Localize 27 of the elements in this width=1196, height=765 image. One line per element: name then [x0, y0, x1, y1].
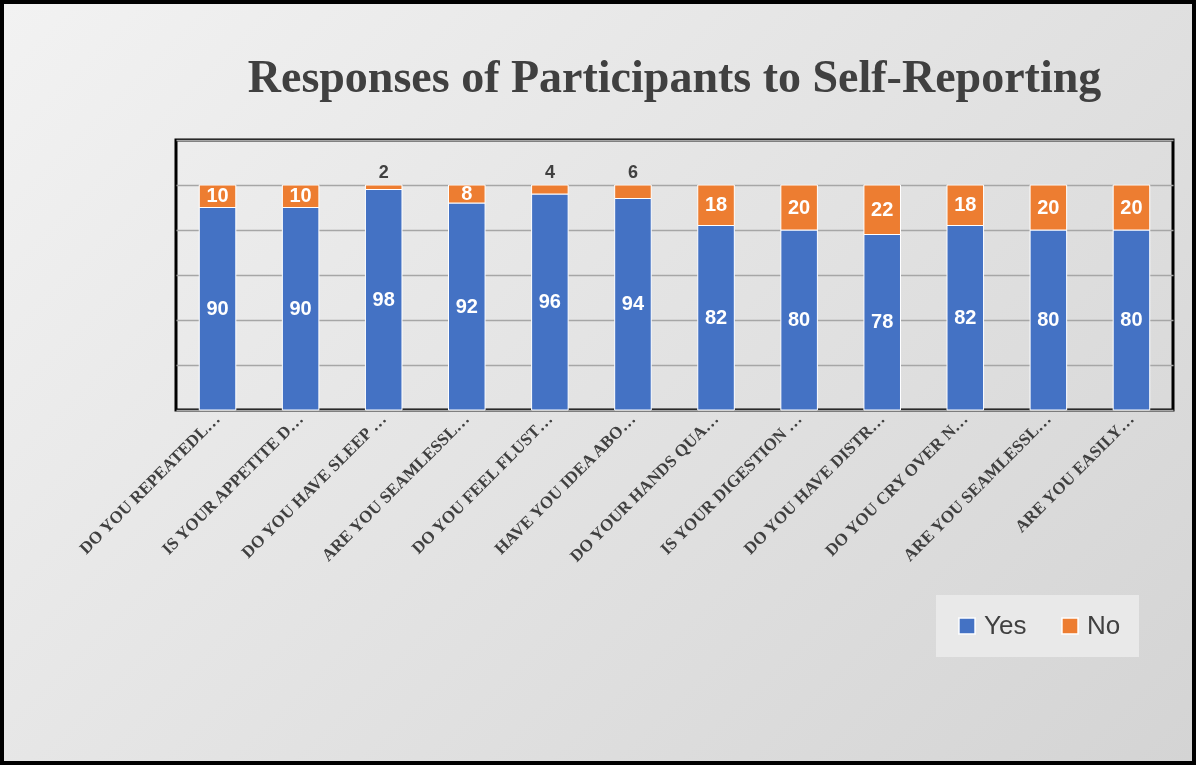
data-label: 2: [378, 162, 389, 182]
legend-label: Yes: [984, 610, 1027, 640]
data-label: 8: [461, 182, 473, 204]
data-label: 4: [544, 162, 555, 182]
data-label: 18: [704, 193, 728, 216]
data-label: 20: [1037, 195, 1060, 218]
data-label: 90: [289, 296, 312, 319]
data-label: 22: [871, 197, 894, 220]
data-label: 18: [954, 193, 977, 216]
data-label: 20: [788, 195, 811, 218]
chart-title: Responses of Participants to Self-Reporting: [247, 51, 1102, 102]
data-label: 80: [1120, 308, 1143, 330]
data-label: 82: [954, 305, 977, 328]
data-label: 92: [455, 294, 478, 317]
data-label: 10: [206, 184, 229, 207]
data-label: 96: [538, 290, 561, 312]
data-label: 82: [704, 305, 728, 328]
legend-label: No: [1087, 610, 1121, 640]
data-label: 6: [627, 162, 638, 182]
data-label: 10: [289, 184, 312, 207]
data-label: 98: [372, 287, 395, 310]
data-label: 80: [788, 308, 811, 330]
data-label: 94: [621, 292, 645, 315]
data-label: 90: [206, 296, 229, 319]
data-label: 78: [871, 310, 894, 333]
data-label: 80: [1037, 308, 1060, 330]
data-label: 20: [1120, 195, 1143, 218]
